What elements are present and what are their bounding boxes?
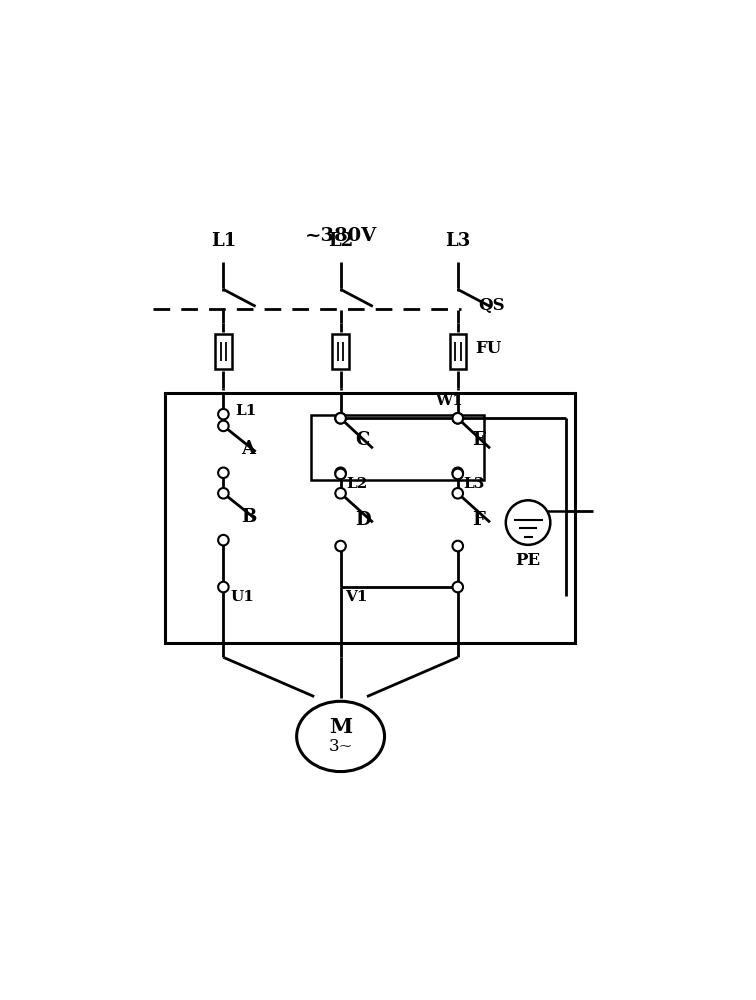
Circle shape	[453, 413, 463, 424]
Circle shape	[453, 541, 463, 551]
Text: U1: U1	[231, 590, 254, 604]
Circle shape	[453, 582, 463, 592]
Text: ~380V: ~380V	[305, 227, 376, 245]
Circle shape	[336, 541, 345, 551]
Circle shape	[453, 469, 463, 479]
Bar	[311, 415, 484, 480]
Bar	[165, 393, 575, 643]
Text: L2: L2	[328, 232, 353, 250]
Bar	[333, 334, 349, 369]
Circle shape	[218, 468, 228, 478]
Circle shape	[336, 413, 345, 424]
Circle shape	[336, 413, 345, 424]
Text: FU: FU	[476, 340, 502, 357]
Text: W1: W1	[435, 394, 463, 408]
Text: V1: V1	[345, 590, 367, 604]
Circle shape	[218, 409, 228, 419]
Circle shape	[336, 488, 345, 499]
Text: PE: PE	[516, 552, 541, 569]
Ellipse shape	[296, 701, 385, 772]
Circle shape	[453, 468, 463, 478]
Text: A: A	[241, 440, 255, 458]
Circle shape	[336, 468, 345, 478]
Text: L3: L3	[463, 477, 485, 491]
Bar	[450, 334, 466, 369]
Circle shape	[336, 469, 345, 479]
Circle shape	[218, 421, 228, 431]
Circle shape	[218, 582, 228, 592]
Text: 3~: 3~	[328, 738, 353, 755]
Text: QS: QS	[479, 297, 505, 314]
Circle shape	[506, 500, 550, 545]
Text: L3: L3	[445, 232, 470, 250]
Bar	[215, 334, 231, 369]
Text: L2: L2	[346, 477, 367, 491]
Text: L1: L1	[211, 232, 236, 250]
Text: E: E	[472, 431, 486, 449]
Circle shape	[453, 413, 463, 424]
Circle shape	[218, 488, 228, 499]
Text: C: C	[355, 431, 370, 449]
Circle shape	[218, 535, 228, 545]
Text: F: F	[472, 511, 485, 529]
Text: D: D	[355, 511, 371, 529]
Text: L1: L1	[235, 404, 256, 418]
Circle shape	[453, 488, 463, 499]
Text: M: M	[329, 717, 352, 737]
Text: B: B	[241, 508, 256, 526]
